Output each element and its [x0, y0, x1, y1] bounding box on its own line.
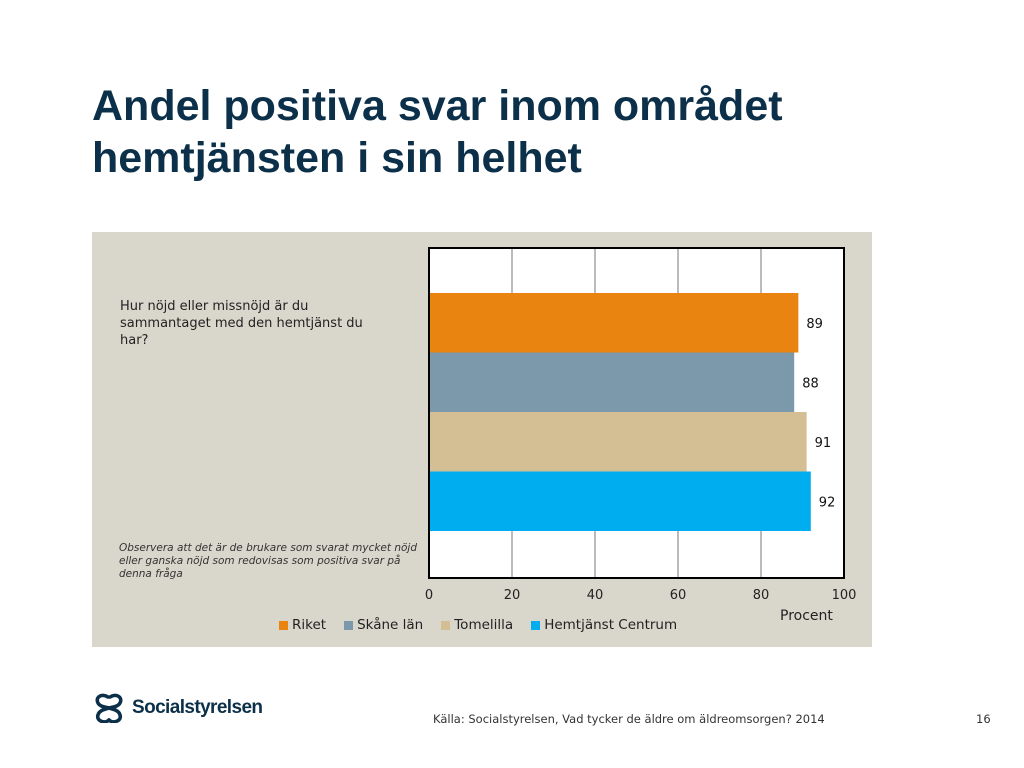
x-axis-label: Procent — [780, 608, 833, 624]
data-label: 88 — [802, 376, 819, 391]
legend-item: Riket — [279, 617, 326, 633]
legend-swatch — [279, 621, 288, 630]
x-tick-label: 80 — [753, 588, 770, 603]
logo-text: Socialstyrelsen — [132, 697, 262, 719]
x-tick-label: 100 — [832, 588, 857, 603]
chart-legend: Riket Skåne län Tomelilla Hemtjänst Centrum — [279, 617, 677, 633]
legend-label: Skåne län — [357, 617, 423, 633]
legend-item: Skåne län — [344, 617, 423, 633]
source-citation: Källa: Socialstyrelsen, Vad tycker de äl… — [433, 712, 825, 726]
bar-riket — [429, 293, 798, 353]
bar-hemtjänst-centrum — [429, 472, 811, 532]
legend-item: Hemtjänst Centrum — [531, 617, 677, 633]
legend-swatch — [344, 621, 353, 630]
bar-skåne-län — [429, 353, 794, 413]
x-tick-label: 40 — [587, 588, 604, 603]
legend-item: Tomelilla — [441, 617, 513, 633]
data-label: 92 — [819, 495, 836, 510]
x-tick-label: 60 — [670, 588, 687, 603]
logo-mark-icon — [92, 693, 126, 723]
legend-label: Riket — [292, 617, 326, 633]
legend-label: Hemtjänst Centrum — [544, 617, 677, 633]
page-number: 16 — [976, 712, 991, 726]
socialstyrelsen-logo: Socialstyrelsen — [92, 693, 262, 723]
legend-swatch — [531, 621, 540, 630]
x-tick-label: 0 — [425, 588, 433, 603]
legend-label: Tomelilla — [454, 617, 513, 633]
legend-swatch — [441, 621, 450, 630]
data-label: 89 — [806, 317, 823, 332]
data-label: 91 — [815, 436, 832, 451]
x-tick-label: 20 — [504, 588, 521, 603]
bar-tomelilla — [429, 412, 807, 472]
